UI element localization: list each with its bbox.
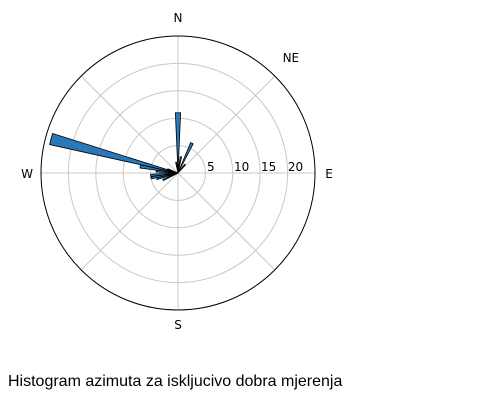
histogram-bar	[177, 156, 183, 174]
outer-ring	[40, 35, 316, 311]
histogram-bar	[167, 168, 179, 174]
radial-tick-label: 5	[207, 160, 215, 174]
bars-layer	[49, 112, 194, 182]
angular-grid-line	[177, 172, 276, 271]
chart-caption: Histogram azimuta za iskljucivo dobra mj…	[8, 373, 343, 390]
direction-label: S	[174, 318, 182, 332]
direction-label: W	[21, 167, 33, 181]
histogram-bar	[150, 172, 179, 178]
histogram-bar	[174, 112, 182, 174]
direction-label: E	[325, 167, 333, 181]
polar-histogram-chart: 5 10 15 20 N NE E S W	[21, 11, 333, 332]
histogram-bar	[177, 142, 194, 174]
direction-label: NE	[283, 51, 300, 65]
angular-grid-line	[177, 75, 276, 174]
histogram-bar	[49, 132, 179, 174]
radial-tick-label: 20	[288, 160, 303, 174]
angular-grid-line	[80, 172, 179, 271]
angular-grid-line	[80, 75, 179, 174]
radial-tick-label: 15	[261, 160, 276, 174]
labels-layer: 5 10 15 20 N NE E S W	[21, 11, 333, 332]
histogram-bar	[175, 161, 179, 174]
direction-label: N	[174, 11, 183, 25]
histogram-bar	[162, 172, 179, 182]
histogram-bar	[177, 163, 186, 174]
radial-tick-label: 10	[234, 160, 249, 174]
